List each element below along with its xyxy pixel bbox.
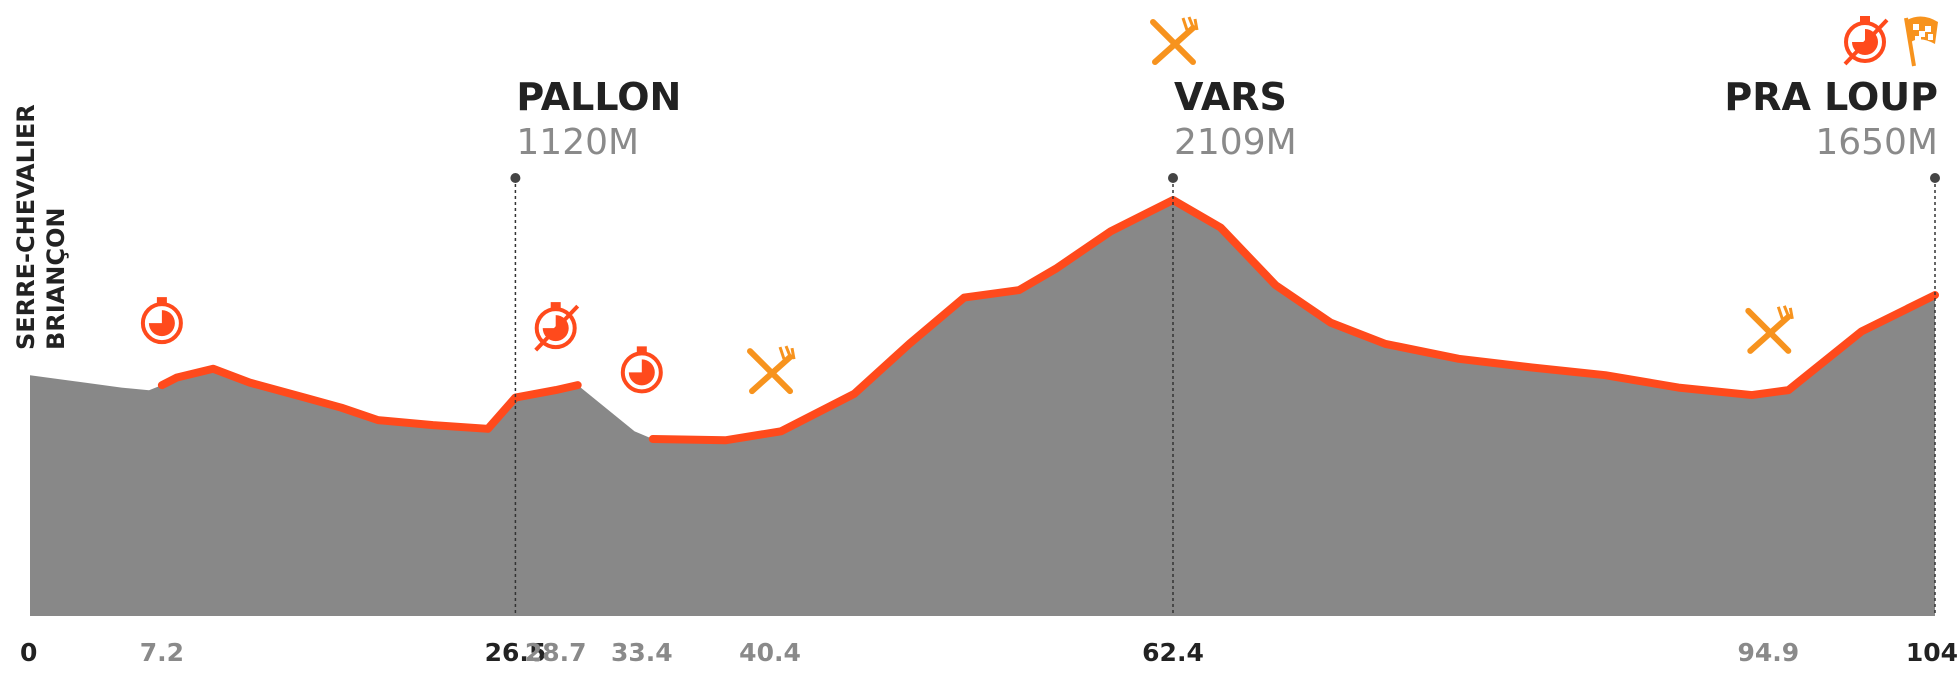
marker-icon	[1745, 305, 1794, 354]
x-tick-label: 33.4	[611, 638, 673, 667]
icon-part	[1860, 16, 1870, 22]
elevation-area	[30, 200, 1935, 616]
x-tick-label: 94.9	[1737, 638, 1799, 667]
x-tick-label: 62.4	[1142, 638, 1204, 667]
pass-elevation: 1120M	[516, 122, 639, 163]
icon-part	[1152, 25, 1196, 65]
icon-part	[140, 302, 183, 345]
pass-elevation: 2109M	[1174, 122, 1297, 163]
marker-icon	[747, 345, 796, 395]
icon-part	[1776, 305, 1794, 320]
icon-part	[1843, 18, 1889, 66]
pass-dot	[510, 173, 521, 183]
pass-elevation: 1650M	[1815, 122, 1938, 163]
icon-part	[1907, 16, 1938, 44]
route-line	[157, 364, 582, 433]
marker-icon	[140, 297, 183, 345]
icon-part	[1747, 313, 1792, 354]
icon-part	[534, 304, 580, 352]
pass-name: PRA LOUP	[1724, 75, 1938, 119]
marker-icon	[1843, 16, 1889, 66]
marker-icon	[620, 346, 663, 394]
icon-part	[550, 302, 561, 309]
icon-part	[778, 345, 796, 360]
icon-part	[1913, 24, 1933, 41]
x-tick-label: 26.5	[485, 638, 547, 667]
x-tick-label: 40.4	[739, 638, 801, 667]
pass-name: VARS	[1174, 75, 1287, 119]
icon-part	[1904, 17, 1916, 67]
icon-part	[156, 297, 167, 304]
pass-dot	[1168, 173, 1178, 183]
start-town: BRIANÇON	[42, 208, 70, 350]
pass-dot	[1930, 173, 1940, 183]
icon-part	[636, 346, 647, 353]
icon-part	[534, 307, 577, 350]
x-tick-label: 104	[1906, 638, 1958, 667]
route-line	[648, 196, 1939, 445]
start-name: SERRE-CHEVALIER	[12, 104, 40, 350]
icon-part	[620, 351, 663, 394]
x-tick-label: 0	[20, 638, 37, 667]
pass-name: PALLON	[516, 75, 681, 119]
icon-part	[1181, 16, 1199, 31]
icon-part	[749, 354, 794, 395]
marker-icon	[1150, 16, 1199, 65]
marker-icon	[534, 302, 580, 352]
marker-icon	[1904, 16, 1938, 67]
x-tick-label: 7.2	[140, 638, 184, 667]
icon-part	[148, 310, 175, 337]
icon-part	[1844, 21, 1886, 63]
x-tick-label: 28.7	[525, 638, 587, 667]
icon-part	[628, 359, 655, 386]
start-label: SERRE-CHEVALIER BRIANÇON	[12, 104, 70, 350]
